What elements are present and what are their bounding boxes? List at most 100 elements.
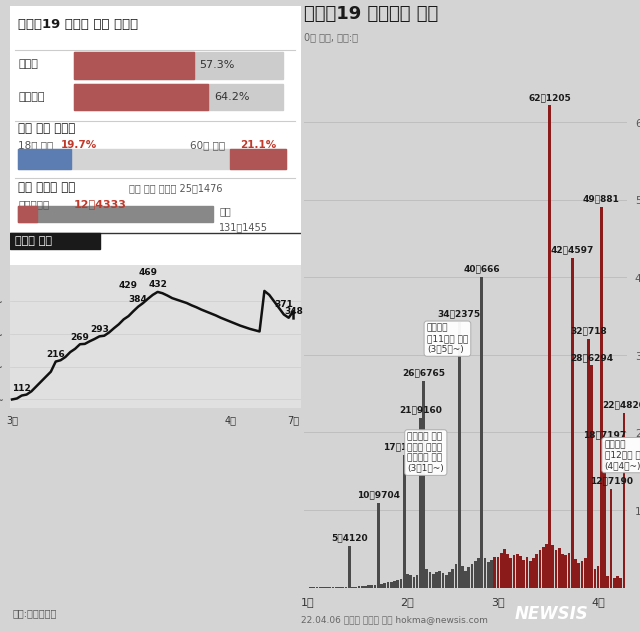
Text: 64.2%: 64.2%: [214, 92, 250, 102]
Bar: [529, 561, 532, 588]
Bar: [345, 587, 348, 588]
Text: 1116: 1116: [425, 121, 461, 134]
Bar: [74, 84, 284, 110]
Bar: [419, 418, 422, 588]
Text: 432: 432: [148, 280, 167, 289]
Text: 영업시간
밤12시로 연장
(4월4일~): 영업시간 밤12시로 연장 (4월4일~): [605, 441, 640, 470]
Bar: [403, 455, 406, 588]
Bar: [545, 544, 548, 588]
Bar: [377, 502, 380, 588]
Text: 42만4597: 42만4597: [550, 245, 594, 255]
Bar: [610, 489, 612, 588]
Text: 수도권: 수도권: [19, 59, 38, 70]
Bar: [600, 207, 603, 588]
Bar: [503, 549, 506, 588]
Bar: [364, 586, 367, 588]
Bar: [406, 574, 409, 588]
Bar: [587, 339, 590, 588]
Bar: [393, 581, 396, 588]
Bar: [513, 555, 515, 588]
Text: 5만4120: 5만4120: [331, 533, 367, 542]
Text: 자료:질병관리청: 자료:질병관리청: [13, 608, 57, 618]
Bar: [422, 380, 425, 588]
Bar: [458, 322, 461, 588]
Bar: [571, 258, 573, 588]
Bar: [10, 233, 100, 249]
Bar: [493, 557, 496, 588]
Bar: [371, 585, 373, 588]
Bar: [522, 560, 525, 588]
Bar: [481, 277, 483, 588]
Text: 62만1205: 62만1205: [528, 93, 571, 102]
Bar: [584, 558, 586, 588]
Bar: [620, 578, 622, 588]
Bar: [351, 586, 354, 588]
Bar: [509, 558, 512, 588]
Bar: [467, 567, 470, 588]
Text: 신규 재택 치료자 25만1476: 신규 재택 치료자 25만1476: [129, 183, 223, 193]
Bar: [623, 413, 625, 588]
Text: 비수도권: 비수도권: [19, 92, 45, 102]
Bar: [230, 149, 286, 169]
Bar: [500, 553, 502, 588]
Bar: [604, 442, 606, 588]
Text: 34만2375: 34만2375: [438, 310, 481, 319]
Bar: [341, 587, 344, 588]
Text: 신규 확진 연령대: 신규 확진 연령대: [19, 122, 76, 135]
Bar: [448, 572, 451, 588]
Text: 57.3%: 57.3%: [200, 60, 235, 70]
Text: 0시 기준, 단위:명: 0시 기준, 단위:명: [304, 32, 358, 42]
FancyBboxPatch shape: [393, 112, 486, 143]
Bar: [19, 206, 214, 222]
Text: 60세 이상: 60세 이상: [190, 140, 228, 150]
Bar: [535, 554, 538, 588]
Text: 방역패스 중단
확진자 동거인
수동감시 전환
(3월1일~): 방역패스 중단 확진자 동거인 수동감시 전환 (3월1일~): [408, 432, 444, 473]
Bar: [461, 566, 464, 588]
Bar: [490, 560, 493, 588]
Bar: [383, 583, 386, 588]
Text: NEWSIS: NEWSIS: [515, 605, 589, 623]
Bar: [542, 547, 545, 588]
Text: 384: 384: [129, 296, 148, 305]
Text: 469: 469: [138, 268, 157, 277]
Bar: [432, 574, 435, 588]
Text: 18세 이하: 18세 이하: [19, 140, 57, 150]
Bar: [613, 578, 616, 588]
Bar: [19, 149, 286, 169]
Bar: [380, 584, 383, 588]
Bar: [396, 580, 399, 588]
Bar: [532, 558, 535, 588]
Bar: [577, 563, 580, 588]
Text: 1만8381: 1만8381: [329, 121, 383, 134]
Text: 429: 429: [119, 281, 138, 289]
Text: 누적확진: 누적확진: [306, 48, 330, 58]
Text: 사망: 사망: [314, 114, 324, 123]
Bar: [429, 572, 431, 588]
Bar: [580, 561, 583, 588]
Bar: [426, 569, 428, 588]
Text: 112: 112: [12, 384, 31, 393]
Bar: [497, 557, 499, 588]
Text: 위중증: 위중증: [401, 114, 417, 123]
Bar: [435, 572, 438, 588]
Bar: [590, 365, 593, 588]
Bar: [519, 556, 522, 588]
Text: 371: 371: [275, 300, 293, 308]
FancyBboxPatch shape: [304, 85, 486, 114]
Bar: [438, 571, 441, 588]
FancyBboxPatch shape: [6, 3, 304, 411]
Bar: [74, 52, 284, 78]
Text: 22만4820: 22만4820: [602, 401, 640, 410]
Bar: [19, 149, 71, 169]
Text: 32만718: 32만718: [570, 326, 607, 335]
Text: 269: 269: [70, 333, 90, 342]
Text: 21만9160: 21만9160: [399, 405, 442, 414]
Text: 28만6294: 28만6294: [570, 353, 613, 362]
Text: 19.7%: 19.7%: [61, 140, 97, 150]
Text: 18만7197: 18만7197: [583, 430, 626, 439]
Bar: [484, 558, 486, 588]
Bar: [451, 569, 454, 588]
Bar: [539, 550, 541, 588]
Text: 26만6765: 26만6765: [402, 368, 445, 377]
FancyBboxPatch shape: [304, 112, 389, 143]
